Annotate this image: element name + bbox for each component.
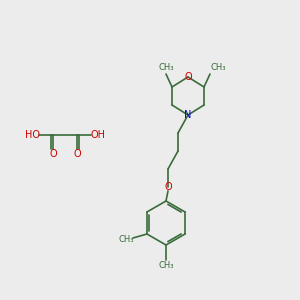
Text: O: O (73, 149, 81, 159)
Text: CH₃: CH₃ (158, 64, 174, 73)
Text: HO: HO (25, 130, 40, 140)
Text: CH₃: CH₃ (210, 64, 226, 73)
Text: O: O (164, 182, 172, 192)
Text: O: O (49, 149, 57, 159)
Text: CH₃: CH₃ (158, 260, 174, 269)
Text: O: O (184, 72, 192, 82)
Text: CH₃: CH₃ (118, 235, 134, 244)
Text: OH: OH (91, 130, 106, 140)
Text: N: N (184, 110, 192, 120)
